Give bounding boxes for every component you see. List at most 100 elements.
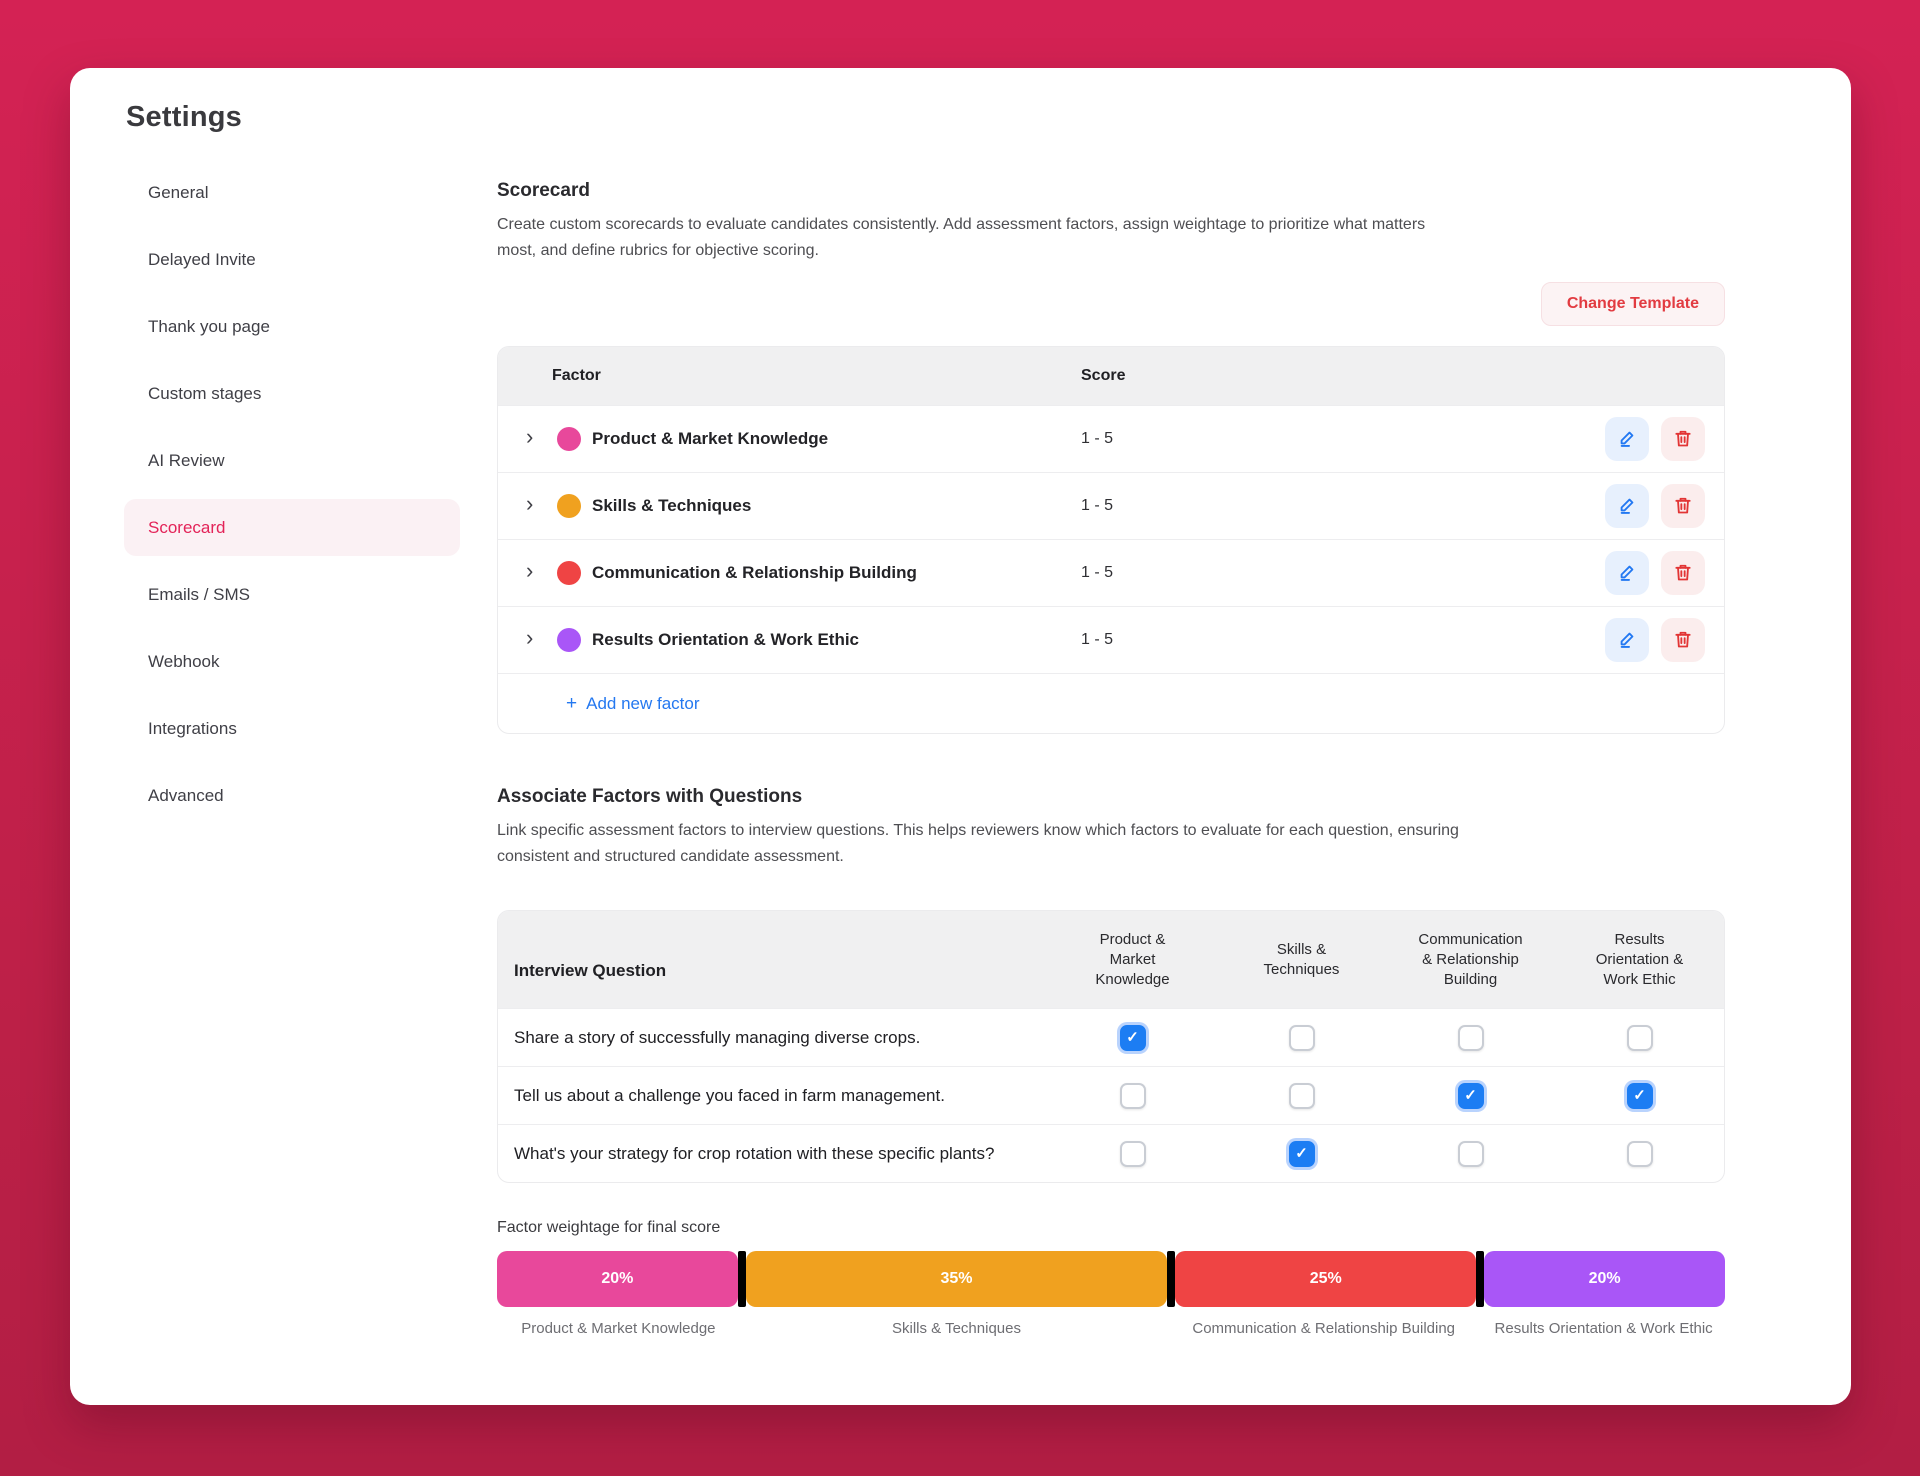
sidebar-item-advanced[interactable]: Advanced — [148, 785, 224, 805]
sidebar-item-custom-stages[interactable]: Custom stages — [148, 383, 262, 403]
trash-icon — [1673, 495, 1693, 518]
factor-column-header: Results Orientation & Work Ethic — [1595, 930, 1684, 988]
check-icon: ✓ — [1126, 1029, 1139, 1046]
factor-checkbox[interactable]: ✓ — [1457, 1024, 1484, 1051]
sidebar-item-integrations[interactable]: Integrations — [148, 718, 237, 738]
chevron-right-icon[interactable]: › — [526, 491, 534, 516]
factor-checkbox[interactable]: ✓ — [1288, 1140, 1315, 1167]
factor-color-dot — [557, 427, 581, 451]
sidebar-item-ai-review[interactable]: AI Review — [148, 450, 225, 470]
weightage-segment-name: Product & Market Knowledge — [521, 1320, 716, 1337]
settings-panel: Settings General Delayed Invite Thank yo… — [70, 68, 1851, 1405]
question-text: Tell us about a challenge you faced in f… — [514, 1085, 945, 1105]
weightage-percent: 20% — [1588, 1270, 1621, 1287]
question-row: Share a story of successfully managing d… — [498, 1008, 1724, 1066]
scorecard-settings-content: Scorecard Create custom scorecards to ev… — [497, 68, 1725, 1337]
weightage-segment: 35% — [745, 1251, 1168, 1307]
delete-factor-button[interactable] — [1661, 417, 1705, 461]
edit-icon — [1617, 428, 1637, 451]
factor-score-range: 1 - 5 — [1081, 564, 1114, 581]
sidebar-item-delayed-invite[interactable]: Delayed Invite — [148, 249, 256, 269]
factor-checkbox[interactable]: ✓ — [1626, 1024, 1653, 1051]
edit-icon — [1617, 562, 1637, 585]
trash-icon — [1673, 629, 1693, 652]
factor-table: Factor Score › Product & Market Knowledg… — [497, 346, 1725, 734]
factor-checkbox[interactable]: ✓ — [1626, 1082, 1653, 1109]
edit-factor-button[interactable] — [1605, 484, 1649, 528]
weightage-legend: Product & Market Knowledge Skills & Tech… — [497, 1320, 1725, 1337]
associate-description: Link specific assessment factors to inte… — [497, 822, 1459, 865]
weightage-segment: 20% — [1484, 1251, 1725, 1307]
edit-icon — [1617, 629, 1637, 652]
factor-row: › Product & Market Knowledge 1 - 5 — [498, 405, 1724, 472]
trash-icon — [1673, 428, 1693, 451]
weightage-segment-name: Results Orientation & Work Ethic — [1494, 1320, 1713, 1337]
factor-checkbox[interactable]: ✓ — [1288, 1082, 1315, 1109]
question-table-header: Interview Question Product & Market Know… — [498, 911, 1724, 1008]
weightage-percent: 20% — [601, 1270, 634, 1287]
scorecard-description: Create custom scorecards to evaluate can… — [497, 216, 1426, 259]
check-icon: ✓ — [1295, 1145, 1308, 1162]
factor-name: Skills & Techniques — [592, 496, 752, 515]
factor-column-header: Product & Market Knowledge — [1095, 930, 1170, 988]
associate-section-title: Associate Factors with Questions — [497, 786, 803, 807]
factor-checkbox[interactable]: ✓ — [1288, 1024, 1315, 1051]
check-icon: ✓ — [1464, 1087, 1477, 1104]
interview-question-column-header: Interview Question — [514, 960, 667, 980]
factor-checkbox[interactable]: ✓ — [1457, 1082, 1484, 1109]
question-factor-table: Interview Question Product & Market Know… — [497, 910, 1725, 1183]
chevron-right-icon[interactable]: › — [526, 625, 534, 650]
page-title: Settings — [126, 101, 242, 133]
change-template-button[interactable]: Change Template — [1540, 282, 1725, 326]
weightage-segment: 20% — [497, 1251, 738, 1307]
delete-factor-button[interactable] — [1661, 551, 1705, 595]
question-text: What's your strategy for crop rotation w… — [514, 1143, 995, 1163]
factor-name: Results Orientation & Work Ethic — [592, 630, 860, 649]
weightage-drag-handle[interactable] — [1167, 1251, 1176, 1307]
factor-column-header: Communication & Relationship Building — [1418, 930, 1523, 988]
delete-factor-button[interactable] — [1661, 618, 1705, 662]
factor-checkbox[interactable]: ✓ — [1119, 1024, 1146, 1051]
factor-column-header: Skills & Techniques — [1263, 940, 1340, 978]
delete-factor-button[interactable] — [1661, 484, 1705, 528]
check-icon: ✓ — [1633, 1087, 1646, 1104]
trash-icon — [1673, 562, 1693, 585]
factor-checkbox[interactable]: ✓ — [1626, 1140, 1653, 1167]
factor-checkbox[interactable]: ✓ — [1119, 1082, 1146, 1109]
sidebar-item-general[interactable]: General — [148, 182, 209, 202]
factor-table-header: Factor Score — [498, 347, 1724, 405]
factor-checkbox[interactable]: ✓ — [1457, 1140, 1484, 1167]
weightage-percent: 35% — [940, 1270, 973, 1287]
edit-icon — [1617, 495, 1637, 518]
sidebar-item-thank-you-page[interactable]: Thank you page — [148, 316, 270, 336]
chevron-right-icon[interactable]: › — [526, 424, 534, 449]
add-new-factor-button[interactable]: + Add new factor — [566, 693, 700, 715]
factor-row: › Results Orientation & Work Ethic 1 - 5 — [498, 606, 1724, 673]
factor-color-dot — [557, 628, 581, 652]
question-row: What's your strategy for crop rotation w… — [498, 1124, 1724, 1182]
edit-factor-button[interactable] — [1605, 417, 1649, 461]
sidebar-item-emails-sms[interactable]: Emails / SMS — [148, 584, 251, 604]
weightage-drag-handle[interactable] — [1476, 1251, 1485, 1307]
sidebar: General Delayed Invite Thank you page Cu… — [124, 164, 460, 824]
weightage-label: Factor weightage for final score — [497, 1219, 721, 1236]
factor-color-dot — [557, 494, 581, 518]
chevron-right-icon[interactable]: › — [526, 558, 534, 583]
sidebar-item-scorecard[interactable]: Scorecard — [124, 499, 460, 556]
factor-score-range: 1 - 5 — [1081, 497, 1114, 514]
edit-factor-button[interactable] — [1605, 618, 1649, 662]
factor-checkbox[interactable]: ✓ — [1119, 1140, 1146, 1167]
factor-row: › Skills & Techniques 1 - 5 — [498, 472, 1724, 539]
factor-score-range: 1 - 5 — [1081, 430, 1114, 447]
weightage-segment-name: Communication & Relationship Building — [1192, 1320, 1456, 1337]
weightage-bar: 20% 35% 25% 20% — [497, 1251, 1725, 1307]
edit-factor-button[interactable] — [1605, 551, 1649, 595]
question-row: Tell us about a challenge you faced in f… — [498, 1066, 1724, 1124]
factor-name: Product & Market Knowledge — [592, 429, 829, 448]
weightage-segment: 25% — [1175, 1251, 1477, 1307]
factor-color-dot — [557, 561, 581, 585]
sidebar-item-webhook[interactable]: Webhook — [148, 651, 220, 671]
weightage-percent: 25% — [1309, 1270, 1342, 1287]
weightage-drag-handle[interactable] — [737, 1251, 746, 1307]
score-column-header: Score — [1081, 367, 1126, 384]
